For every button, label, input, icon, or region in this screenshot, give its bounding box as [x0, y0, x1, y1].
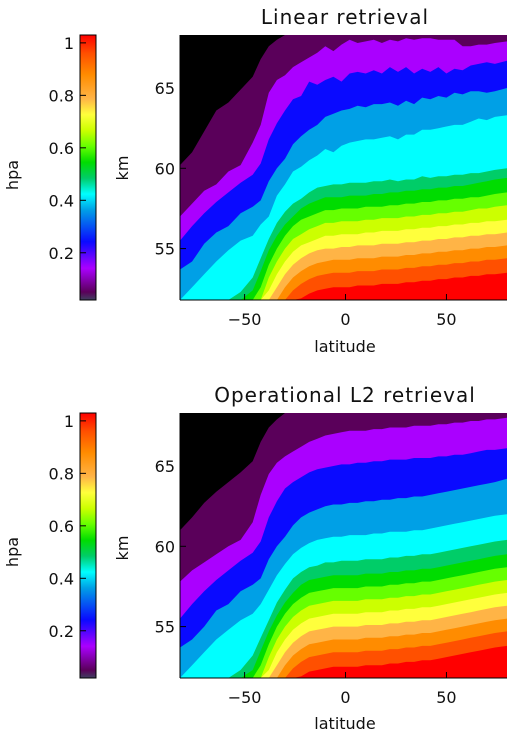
x-axis-label: latitude	[314, 337, 375, 356]
contour-band	[180, 272, 507, 300]
contour-bands	[180, 413, 507, 678]
colorbar-tick-label: 0.4	[49, 191, 74, 210]
colorbar-tick-label: 1	[64, 34, 74, 53]
x-tick-label: 50	[436, 310, 456, 329]
colorbar: 0.2 0.4 0.6 0.8 1 hpa	[3, 412, 97, 679]
x-tick-label: −50	[228, 310, 262, 329]
colorbar-tick-label: 0.2	[49, 244, 74, 263]
colorbar-label: hpa	[3, 537, 22, 567]
plot-area: −50 0 50 55 60 65 latitude km	[113, 413, 507, 733]
x-axis-label: latitude	[314, 714, 375, 733]
x-tick-label: −50	[228, 688, 262, 707]
colorbar-label: hpa	[3, 160, 22, 190]
colorbar-scale	[79, 412, 97, 679]
chart-title: Linear retrieval	[261, 5, 429, 29]
plot-area: −50 0 50 55 60 65 latitude km	[113, 35, 507, 356]
x-tick-label: 0	[340, 688, 350, 707]
colorbar-tick-label: 0.2	[49, 622, 74, 641]
colorbar-scale	[79, 34, 97, 301]
colorbar-tick-label: 1	[64, 412, 74, 431]
y-tick-label: 65	[155, 79, 175, 98]
y-ticks: 55 60 65	[155, 457, 186, 637]
colorbar-ticks: 0.2 0.4 0.6 0.8 1	[49, 34, 86, 263]
x-tick-label: 50	[436, 688, 456, 707]
x-ticks: −50 0 50	[228, 294, 457, 329]
x-tick-label: 0	[340, 310, 350, 329]
y-tick-label: 65	[155, 457, 175, 476]
colorbar-tick-label: 0.6	[49, 517, 74, 536]
y-tick-label: 60	[155, 159, 175, 178]
x-ticks: −50 0 50	[228, 672, 457, 707]
y-axis-label: km	[113, 536, 132, 561]
y-ticks: 55 60 65	[155, 79, 186, 259]
colorbar-tick-label: 0.8	[49, 464, 74, 483]
colorbar-tick-label: 0.8	[49, 86, 74, 105]
chart-title: Operational L2 retrieval	[214, 383, 476, 407]
panel-operational-retrieval: Operational L2 retrieval 0.2 0.4 0.6 0.8 1 h…	[3, 383, 507, 733]
y-axis-label: km	[113, 156, 132, 181]
colorbar: 0.2 0.4 0.6 0.8 1 hpa	[3, 34, 97, 301]
panel-linear-retrieval: Linear retrieval 0.2 0.4 0.6 0.8 1 hpa −50 0 5…	[3, 5, 507, 356]
colorbar-tick-label: 0.4	[49, 569, 74, 588]
y-tick-label: 55	[155, 618, 175, 637]
y-tick-label: 55	[155, 240, 175, 259]
colorbar-tick-label: 0.6	[49, 139, 74, 158]
colorbar-ticks: 0.2 0.4 0.6 0.8 1	[49, 412, 86, 641]
y-tick-label: 60	[155, 537, 175, 556]
contour-band	[180, 645, 507, 678]
contour-bands	[180, 35, 507, 300]
